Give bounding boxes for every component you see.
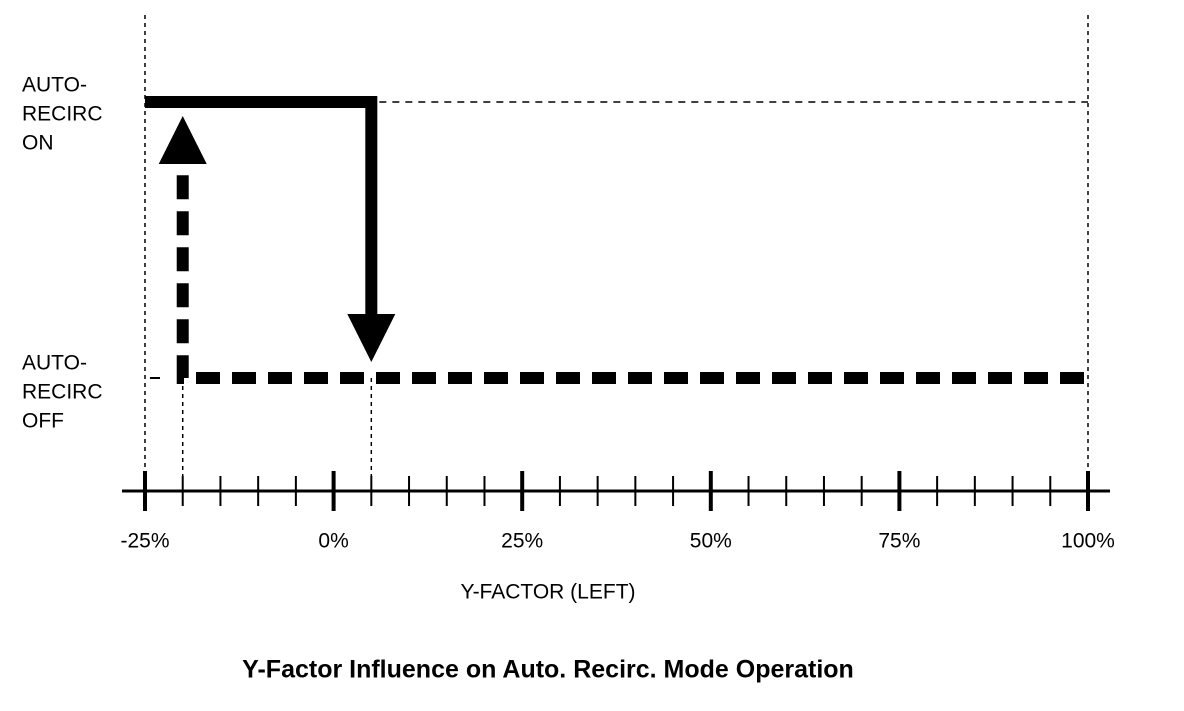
state-label: OFF [22,410,64,433]
x-tick-label: 0% [318,530,348,553]
state-label: ON [22,132,54,155]
x-tick-label: 25% [501,530,543,553]
state-label: RECIRC [22,103,103,126]
x-tick-label: -25% [120,530,169,553]
on-path [145,96,396,362]
x-tick-label: 100% [1061,530,1115,553]
state-label: RECIRC [22,381,103,404]
x-tick-label: 50% [690,530,732,553]
x-axis-title: Y-FACTOR (LEFT) [460,581,635,604]
state-label: AUTO- [22,74,87,97]
off-path [158,116,1084,384]
x-tick-label: 75% [878,530,920,553]
chart-title: Y-Factor Influence on Auto. Recirc. Mode… [242,656,854,684]
state-label: AUTO- [22,352,87,375]
